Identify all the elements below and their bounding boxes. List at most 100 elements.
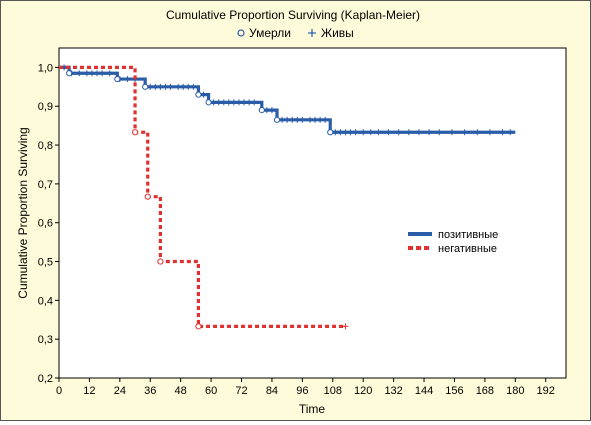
series-legend: позитивные негативные	[408, 229, 498, 255]
x-tick-label: 180	[506, 385, 524, 397]
censored-marker	[474, 129, 481, 136]
x-tick-label: 120	[354, 385, 372, 397]
censored-marker	[225, 99, 232, 106]
event-marker	[327, 129, 334, 136]
x-tick-label: 156	[445, 385, 463, 397]
censored-marker	[185, 83, 192, 90]
axes: 0 12 24 36 48 60 72 84 96 108 120 132 144 156 168 180 19…	[38, 62, 555, 397]
event-marker	[66, 70, 73, 77]
legend-label-positive: позитивные	[438, 229, 498, 241]
censored-marker	[426, 129, 433, 136]
marker-legend-alive-label: Живы	[321, 26, 354, 40]
censored-marker	[251, 99, 258, 106]
x-axis-label: Time	[299, 402, 326, 416]
censored-marker	[235, 99, 242, 106]
x-tick-label: 84	[266, 385, 278, 397]
x-tick-label: 168	[476, 385, 494, 397]
censored-marker	[94, 70, 101, 77]
event-marker	[157, 258, 164, 265]
censored-marker	[395, 129, 402, 136]
censored-marker	[337, 129, 344, 136]
censored-marker	[415, 129, 422, 136]
x-tick-label: 0	[56, 385, 62, 397]
event-marker	[258, 107, 265, 114]
marker-legend-died-label: Умерли	[249, 26, 291, 40]
y-tick-label: 1,0	[38, 62, 53, 74]
censored-marker	[436, 129, 443, 136]
censored-marker	[385, 129, 392, 136]
event-marker	[144, 193, 151, 200]
censored-marker	[367, 129, 374, 136]
y-tick-label: 0,2	[38, 373, 53, 385]
plot-area	[58, 47, 567, 379]
censored-marker	[180, 83, 187, 90]
censored-marker	[289, 116, 296, 123]
censored-marker	[347, 129, 354, 136]
censored-marker	[175, 83, 182, 90]
event-marker	[195, 91, 202, 98]
event-marker	[142, 83, 149, 90]
x-tick-label: 48	[175, 385, 187, 397]
censored-marker	[448, 129, 455, 136]
x-tick-label: 36	[144, 385, 156, 397]
censored-marker	[76, 70, 83, 77]
censored-marker	[284, 116, 291, 123]
censored-marker	[317, 116, 324, 123]
x-tick-label: 108	[324, 385, 342, 397]
x-tick-label: 12	[83, 385, 95, 397]
censored-marker	[230, 99, 237, 106]
censored-marker	[306, 116, 313, 123]
x-tick-label: 96	[296, 385, 308, 397]
y-tick-label: 0,7	[38, 179, 53, 191]
y-axis-label: Cumulative Proportion Surviving	[16, 127, 30, 298]
y-tick-label: 0,9	[38, 101, 53, 113]
censored-marker	[162, 83, 169, 90]
censored-marker	[99, 70, 106, 77]
x-tick-label: 72	[235, 385, 247, 397]
x-tick-label: 144	[415, 385, 433, 397]
censored-marker	[294, 116, 301, 123]
censored-marker	[499, 129, 506, 136]
censored-marker	[88, 70, 95, 77]
y-tick-label: 0,3	[38, 334, 53, 346]
censored-marker	[375, 129, 382, 136]
circle-marker-icon	[237, 29, 245, 37]
x-tick-label: 60	[205, 385, 217, 397]
censored-marker	[322, 116, 329, 123]
censored-marker	[215, 99, 222, 106]
series-line-1	[59, 65, 346, 328]
censored-marker	[268, 107, 275, 114]
series-layer	[59, 64, 516, 330]
censored-marker	[299, 116, 306, 123]
censored-marker	[342, 129, 349, 136]
y-tick-label: 0,6	[38, 218, 53, 230]
censored-marker	[167, 83, 174, 90]
censored-marker	[83, 70, 90, 77]
censored-marker	[507, 129, 514, 136]
plus-marker-icon	[308, 29, 316, 37]
censored-marker	[352, 129, 359, 136]
y-tick-label: 0,8	[38, 140, 53, 152]
censored-marker	[106, 70, 113, 77]
censored-marker	[360, 129, 367, 136]
censored-marker	[190, 83, 197, 90]
censored-marker	[312, 116, 319, 123]
censored-marker	[405, 129, 412, 136]
event-marker	[131, 129, 139, 136]
x-tick-label: 24	[114, 385, 126, 397]
event-marker	[273, 116, 281, 123]
censored-marker	[157, 83, 164, 90]
censored-marker	[220, 99, 227, 106]
censored-marker	[486, 129, 493, 136]
marker-legend: Умерли Живы	[237, 26, 354, 40]
event-marker	[205, 99, 212, 106]
x-tick-label: 132	[384, 385, 402, 397]
censored-marker	[241, 99, 248, 106]
y-tick-label: 0,4	[38, 295, 53, 307]
legend-label-negative: негативные	[438, 243, 497, 255]
x-tick-label: 192	[537, 385, 555, 397]
censored-marker	[124, 76, 131, 83]
chart-title: Cumulative Proportion Surviving (Kaplan-…	[166, 8, 420, 22]
censored-marker	[246, 99, 253, 106]
